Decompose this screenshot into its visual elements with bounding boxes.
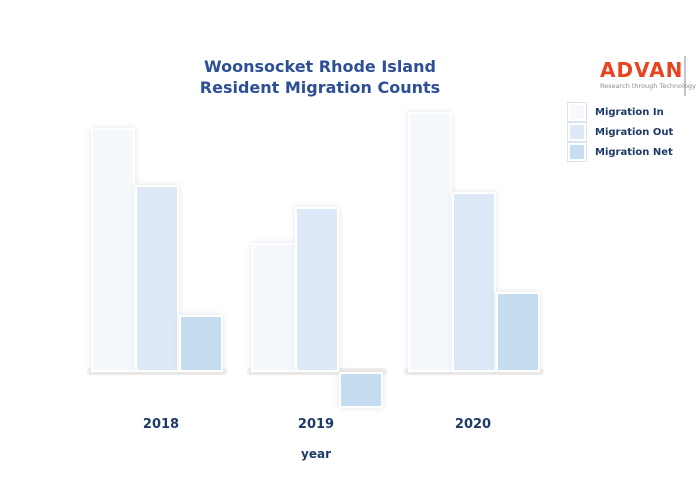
x-tick-2020: 2020 — [454, 417, 492, 432]
legend-swatch-migration-in — [568, 103, 586, 121]
bar-migration-in-2020 — [408, 112, 452, 372]
bar-migration-out-2018 — [135, 185, 179, 372]
legend-swatch-migration-net — [568, 143, 586, 161]
bar-migration-net-2019 — [339, 372, 383, 408]
advan-logo: ADVAN Research through Technology — [596, 56, 696, 96]
x-tick-2018: 2018 — [142, 417, 180, 432]
bar-migration-out-2020 — [452, 192, 496, 372]
bar-migration-net-2020 — [496, 292, 540, 372]
advan-logo-wordmark: ADVAN — [600, 58, 684, 82]
chart-title-line2: Resident Migration Counts — [199, 78, 441, 97]
bar-migration-net-2018 — [179, 315, 223, 372]
legend-label-migration-net: Migration Net — [595, 146, 673, 158]
bar-migration-in-2018 — [91, 128, 135, 372]
legend: Migration In Migration Out Migration Net — [568, 103, 673, 163]
bar-migration-in-2019 — [251, 243, 295, 372]
legend-label-migration-in: Migration In — [595, 106, 664, 118]
legend-item-migration-net: Migration Net — [568, 143, 673, 161]
legend-swatch-migration-out — [568, 123, 586, 141]
bar-migration-out-2019 — [295, 207, 339, 372]
chart-title: Woonsocket Rhode Island Resident Migrati… — [155, 56, 485, 98]
legend-label-migration-out: Migration Out — [595, 126, 674, 138]
legend-item-migration-out: Migration Out — [568, 123, 673, 141]
x-tick-2019: 2019 — [297, 417, 335, 432]
x-axis-title: year — [301, 447, 331, 461]
advan-logo-tagline: Research through Technology — [600, 82, 696, 90]
legend-item-migration-in: Migration In — [568, 103, 673, 121]
chart-title-line1: Woonsocket Rhode Island — [204, 57, 436, 76]
